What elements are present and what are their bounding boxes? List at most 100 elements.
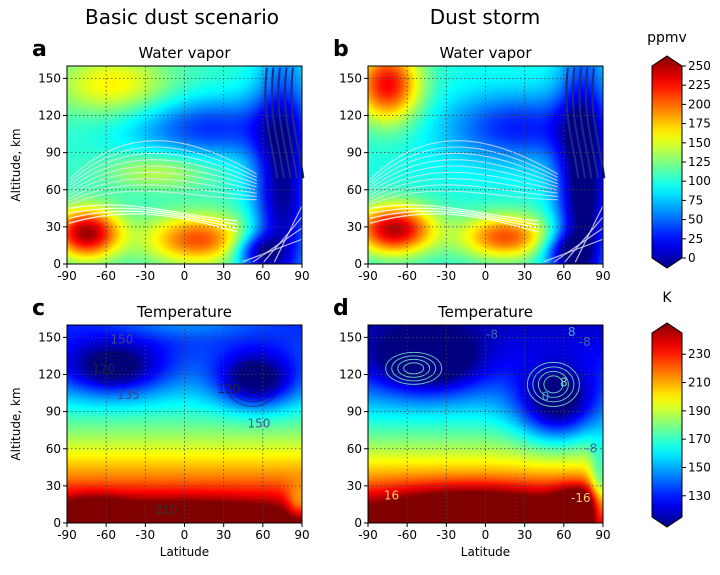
contour-label-c-3: 120 xyxy=(217,382,240,396)
colorbar-tick-label: 190 xyxy=(688,404,711,418)
xtick-label-d: 0 xyxy=(482,528,490,542)
colorbar-tick-label: 125 xyxy=(688,155,711,169)
colorbar-tick-label: 210 xyxy=(688,376,711,390)
panel-title-c: Temperature xyxy=(136,303,232,321)
xtick-label-d: 60 xyxy=(556,528,571,542)
ytick-label-b: 30 xyxy=(347,220,362,234)
colorbar-tick-label: 225 xyxy=(688,78,711,92)
colorbar-tick-label: 130 xyxy=(688,489,711,503)
colorbar-tick-label: 250 xyxy=(688,59,711,73)
xtick-label-a: 60 xyxy=(255,269,270,283)
ytick-label-c: 150 xyxy=(38,330,61,344)
column-title-storm: Dust storm xyxy=(430,5,541,29)
panel-b: -90 -60 -30 0 30 60 90 0 30 60 90 120 150 b Water vapo… xyxy=(333,37,611,283)
panel-a: -90 -60 -30 0 30 60 90 0 30 60 90 120 150 a Water vapo… xyxy=(9,37,310,283)
panel-letter-a: a xyxy=(32,37,47,62)
ytick-label-a: 30 xyxy=(46,220,61,234)
xtick-label-b: 30 xyxy=(517,269,532,283)
colorbar-tick-label: 200 xyxy=(688,97,711,111)
contour-label-c-4: 150 xyxy=(247,417,270,431)
colorbar-tick-label: 175 xyxy=(688,117,711,131)
xtick-label-b: 60 xyxy=(556,269,571,283)
contour-label-c-0: 150 xyxy=(110,332,133,346)
colorbar-tick-label: 0 xyxy=(688,251,696,265)
ytick-label-b: 60 xyxy=(347,183,362,197)
xtick-label-c: 30 xyxy=(216,528,231,542)
contour-label-d-3: 8 xyxy=(560,376,568,390)
streamlines-b xyxy=(369,67,606,263)
ytick-label-d: 0 xyxy=(354,516,362,530)
ytick-label-d: 120 xyxy=(339,368,362,382)
panel-d: -8 8-880-816 -16-90 -60 -30 0 30 60 900306090120… xyxy=(333,296,611,559)
contour-label-d-2: -8 xyxy=(579,335,591,349)
contour-label-d-5: -8 xyxy=(585,441,597,455)
xtick-label-c: 90 xyxy=(294,528,309,542)
ytick-label-a: 60 xyxy=(46,183,61,197)
contour-label-c-5: 210 xyxy=(155,503,178,517)
xtick-label-b: -30 xyxy=(437,269,457,283)
xtick-label-a: 0 xyxy=(181,269,189,283)
xtick-label-d: -30 xyxy=(437,528,457,542)
panel-title-d: Temperature xyxy=(437,303,533,321)
ytick-label-a: 0 xyxy=(53,257,61,271)
colorbar-tick-label: 50 xyxy=(688,213,703,227)
ytick-label-a: 120 xyxy=(38,109,61,123)
xlabel-d: Latitude xyxy=(461,545,510,559)
contour-label-d-7: -16 xyxy=(571,491,591,505)
xtick-label-c: -30 xyxy=(136,528,156,542)
colorbar-tick-label: 150 xyxy=(688,136,711,150)
xtick-label-b: -90 xyxy=(358,269,378,283)
ytick-label-c: 0 xyxy=(53,516,61,530)
ytick-label-b: 0 xyxy=(354,257,362,271)
colorbar-tick-label: 150 xyxy=(688,460,711,474)
ytick-label-c: 60 xyxy=(46,442,61,456)
ytick-label-a: 90 xyxy=(46,146,61,160)
colorbar-unit-temperature: K xyxy=(662,290,672,306)
xtick-label-d: -60 xyxy=(397,528,417,542)
xtick-label-b: 0 xyxy=(482,269,490,283)
contour-label-c-1: 120 xyxy=(92,362,115,376)
ytick-label-a: 150 xyxy=(38,71,61,85)
ytick-label-b: 120 xyxy=(339,109,362,123)
colorbar-tick-label: 170 xyxy=(688,432,711,446)
grid-b xyxy=(368,66,603,264)
xtick-label-b: -60 xyxy=(397,269,417,283)
xtick-label-b: 90 xyxy=(595,269,610,283)
contour-label-d-4: 0 xyxy=(542,389,550,403)
xtick-label-d: -90 xyxy=(358,528,378,542)
contour-label-d-0: -8 xyxy=(486,327,498,341)
grid-c xyxy=(67,325,302,523)
panel-title-b: Water vapor xyxy=(439,44,532,62)
column-title-basic: Basic dust scenario xyxy=(85,5,279,29)
ytick-label-b: 90 xyxy=(347,146,362,160)
panel-letter-b: b xyxy=(333,37,349,62)
xtick-label-c: 60 xyxy=(255,528,270,542)
xlabel-c: Latitude xyxy=(160,545,209,559)
xtick-label-d: 30 xyxy=(517,528,532,542)
contour-label-d-6: 16 xyxy=(384,488,399,502)
colorbar-tick-label: 100 xyxy=(688,174,711,188)
colorbar-body-temperature xyxy=(651,322,683,528)
xtick-label-a: -60 xyxy=(96,269,116,283)
xtick-label-a: 30 xyxy=(216,269,231,283)
streamlines-a xyxy=(68,67,305,263)
ytick-label-d: 60 xyxy=(347,442,362,456)
ytick-label-c: 30 xyxy=(46,479,61,493)
xtick-label-a: -30 xyxy=(136,269,156,283)
xtick-label-a: -90 xyxy=(57,269,77,283)
contours-d xyxy=(385,351,580,407)
panel-letter-d: d xyxy=(333,296,349,321)
grid-a xyxy=(67,66,302,264)
contours-c xyxy=(84,351,279,407)
colorbar-tick-label: 25 xyxy=(688,232,703,246)
xtick-label-c: -90 xyxy=(57,528,77,542)
xtick-label-a: 90 xyxy=(294,269,309,283)
ytick-label-c: 120 xyxy=(38,368,61,382)
ytick-label-d: 30 xyxy=(347,479,362,493)
ylabel-c: Altitude, km xyxy=(9,387,23,460)
colorbar-unit-water_vapor: ppmv xyxy=(647,30,687,46)
ytick-label-d: 90 xyxy=(347,405,362,419)
ylabel-a: Altitude, km xyxy=(9,128,23,201)
